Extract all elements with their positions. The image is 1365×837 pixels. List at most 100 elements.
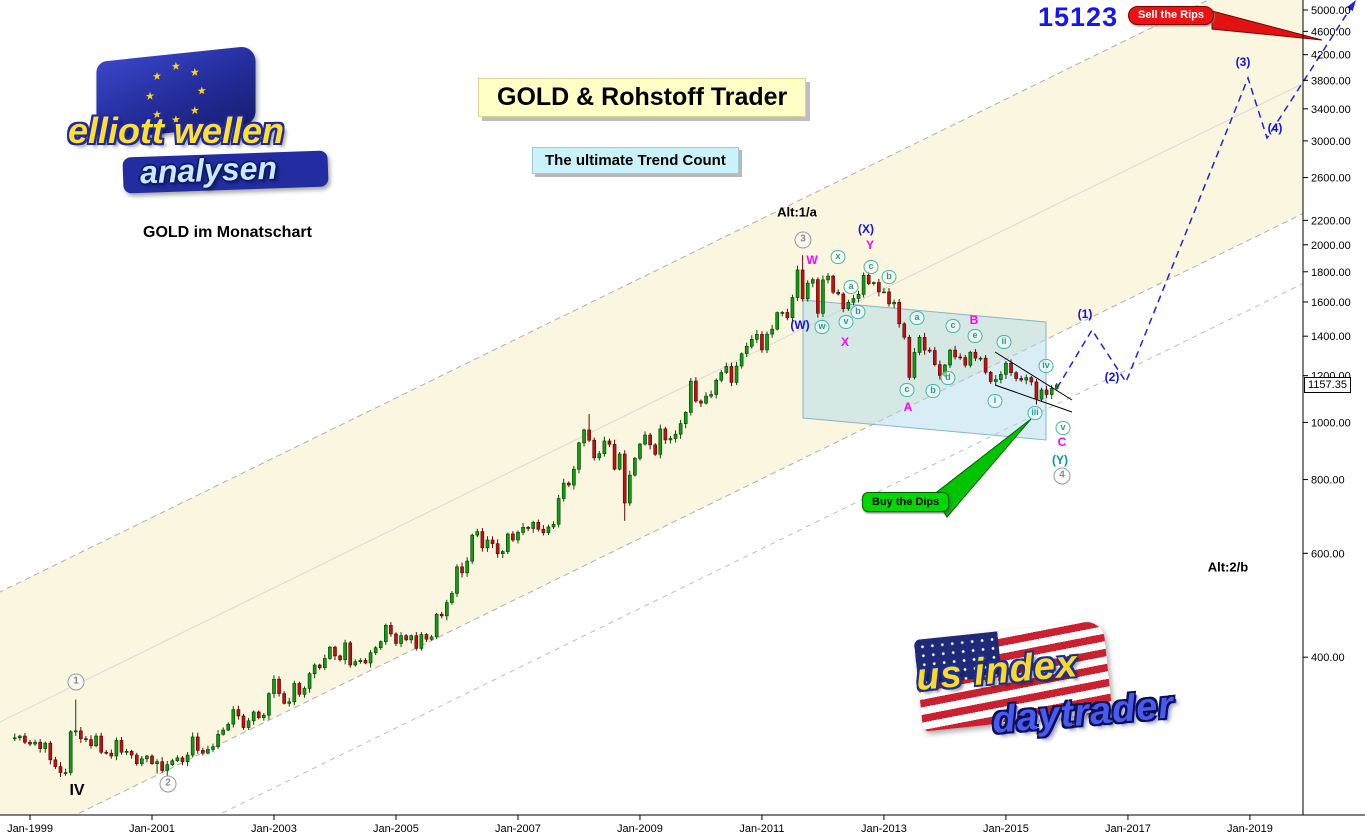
- candle: [267, 693, 271, 716]
- channel-mid-line: [0, 82, 1303, 723]
- candle: [419, 634, 424, 649]
- candle: [109, 752, 114, 757]
- candle: [33, 741, 37, 745]
- candle: [1029, 377, 1034, 383]
- candle: [653, 444, 658, 455]
- candle: [521, 527, 525, 533]
- candle: [1044, 389, 1049, 395]
- candle: [500, 551, 505, 555]
- candle: [963, 357, 968, 366]
- candle: [129, 751, 134, 756]
- wedge-upper-line: [994, 351, 1073, 401]
- candle: [734, 365, 739, 383]
- candle: [338, 655, 342, 661]
- candle: [714, 379, 719, 395]
- candle: [160, 761, 164, 771]
- candle: [694, 380, 698, 402]
- star-icon: ★: [196, 84, 207, 98]
- candle: [216, 734, 220, 748]
- candle: [709, 394, 713, 397]
- candle: [277, 678, 281, 694]
- candle: [678, 423, 683, 435]
- candle: [485, 539, 490, 549]
- chart-title-label: GOLD im Monatschart: [143, 224, 312, 241]
- candle: [805, 282, 810, 300]
- elliott-wellen-analysen-logo: ★ ★ ★ ★ ★ ★ ★ ★ elliott wellen analysen: [68, 45, 358, 202]
- candle: [983, 357, 988, 373]
- price-tick-label: 5000.00: [1311, 5, 1351, 17]
- candle: [704, 395, 708, 404]
- candle: [134, 754, 139, 764]
- star-icon: ★: [145, 90, 155, 104]
- candle: [287, 701, 292, 704]
- price-tick-label: 1400.00: [1311, 331, 1351, 343]
- candle: [795, 269, 800, 298]
- candle: [897, 301, 901, 325]
- candle: [1049, 388, 1054, 395]
- forecast-path: [1056, 8, 1351, 389]
- candle: [434, 613, 439, 638]
- candle: [973, 351, 978, 359]
- time-tick-label: Jan-2019: [1227, 823, 1273, 835]
- candle: [851, 298, 856, 303]
- candle: [48, 742, 53, 761]
- candle: [617, 453, 622, 470]
- candle: [932, 350, 937, 365]
- price-tick-label: 2000.00: [1311, 240, 1351, 252]
- candle: [1024, 377, 1029, 381]
- candle: [912, 352, 917, 378]
- candle: [800, 269, 805, 300]
- candle: [221, 729, 225, 735]
- candle: [810, 279, 815, 284]
- consolidation-zone: [802, 299, 1047, 441]
- candle: [450, 593, 454, 603]
- candle: [495, 543, 500, 555]
- price-tick-label: 1800.00: [1311, 267, 1351, 279]
- candle: [241, 715, 246, 728]
- price-tick-label: 2600.00: [1311, 173, 1351, 185]
- candle: [572, 468, 576, 486]
- candle: [988, 371, 993, 382]
- price-tick-label: 4600.00: [1311, 26, 1351, 38]
- time-tick-label: Jan-2007: [495, 823, 541, 835]
- price-tick-label: 1000.00: [1311, 417, 1351, 429]
- time-tick-label: Jan-1999: [7, 823, 53, 835]
- candle: [302, 688, 307, 695]
- candle: [968, 351, 973, 366]
- candle: [999, 374, 1003, 380]
- candle: [882, 291, 886, 294]
- candle: [312, 664, 317, 675]
- candle: [622, 453, 627, 504]
- candle: [536, 522, 541, 530]
- candle: [663, 428, 668, 441]
- candle: [343, 642, 347, 661]
- star-icon: ★: [171, 60, 181, 74]
- candle: [155, 761, 159, 764]
- candle: [1019, 378, 1023, 381]
- candle: [226, 723, 231, 731]
- candle: [297, 683, 302, 695]
- price-tick-label: 800.00: [1311, 475, 1345, 487]
- candle: [1004, 362, 1008, 375]
- candle: [328, 646, 332, 659]
- candle: [53, 759, 58, 767]
- candle: [170, 760, 175, 765]
- sell-the-rips-banner: Sell the Rips: [1128, 6, 1215, 25]
- price-tick-label: 400.00: [1311, 652, 1345, 664]
- candle: [399, 635, 403, 644]
- candle: [190, 736, 195, 756]
- candle: [394, 633, 398, 644]
- candle: [785, 312, 790, 318]
- candle: [561, 482, 566, 499]
- candle: [846, 301, 851, 310]
- price-tick-label: 600.00: [1311, 548, 1345, 560]
- candle: [63, 772, 68, 774]
- candle: [378, 641, 383, 649]
- candle: [948, 349, 952, 366]
- candle: [724, 366, 729, 373]
- candle: [373, 647, 378, 654]
- candle: [282, 693, 286, 704]
- candle: [38, 741, 42, 749]
